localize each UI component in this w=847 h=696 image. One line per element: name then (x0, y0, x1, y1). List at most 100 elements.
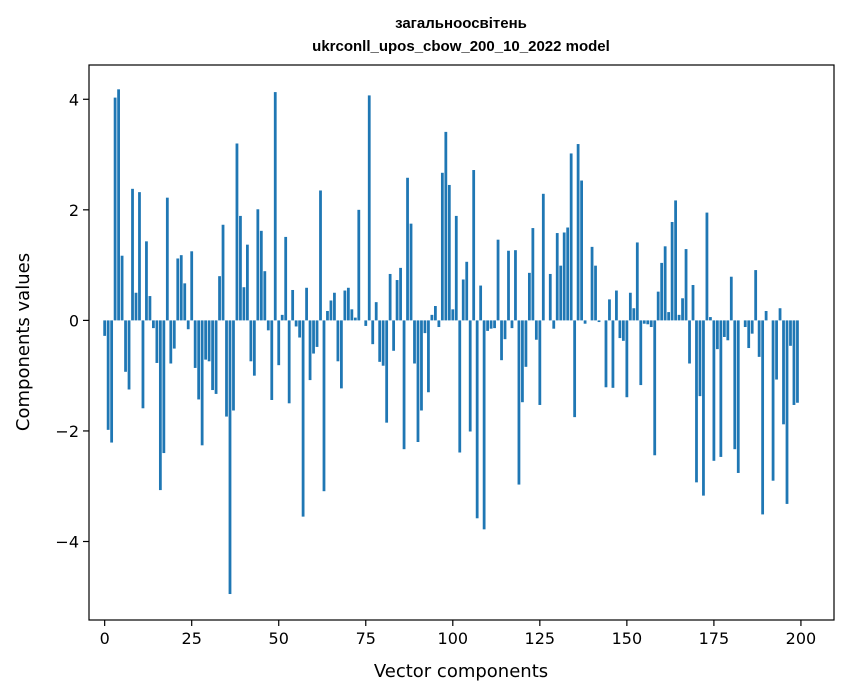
bar-31 (211, 320, 214, 391)
y-tick-label: −4 (55, 533, 79, 552)
y-tick-label: −2 (55, 422, 79, 441)
bar-71 (350, 309, 354, 321)
bar-86 (402, 320, 406, 450)
bar-132 (562, 232, 566, 321)
bar-44 (256, 209, 260, 321)
bar-28 (200, 320, 204, 446)
bar-116 (507, 250, 510, 321)
bar-161 (663, 246, 667, 321)
bar-84 (395, 280, 399, 321)
bar-3 (113, 97, 117, 321)
plot-frame (88, 64, 835, 621)
bar-172 (702, 320, 705, 496)
bar-72 (353, 317, 357, 321)
bar-37 (232, 320, 235, 411)
bar-128 (548, 273, 552, 321)
bar-120 (521, 320, 524, 403)
bar-34 (221, 224, 225, 321)
bar-0 (103, 320, 107, 336)
bar-46 (263, 271, 267, 321)
bar-51 (280, 314, 284, 321)
bar-138 (583, 320, 587, 324)
bar-158 (653, 320, 657, 456)
bar-22 (179, 255, 183, 321)
bar-81 (385, 320, 389, 423)
bar-96 (437, 320, 441, 328)
bar-136 (576, 144, 580, 321)
bar-35 (225, 320, 228, 417)
bar-170 (695, 320, 698, 483)
bar-177 (719, 320, 723, 457)
bar-32 (214, 320, 218, 394)
bar-180 (729, 276, 733, 321)
bar-91 (420, 320, 423, 411)
bar-154 (639, 320, 643, 386)
bar-137 (580, 180, 583, 321)
bar-75 (364, 320, 368, 326)
bar-153 (635, 242, 639, 321)
bar-93 (427, 320, 430, 393)
bars-group (103, 89, 799, 595)
x-tick-label: 0 (100, 629, 110, 648)
bar-47 (266, 320, 270, 331)
bar-26 (193, 320, 197, 368)
bar-88 (409, 223, 413, 321)
chart-title-line1: загальноосвітень (395, 15, 527, 32)
bar-105 (468, 320, 472, 432)
bar-89 (413, 320, 416, 364)
bar-129 (552, 320, 556, 329)
bar-48 (270, 320, 274, 400)
bar-121 (524, 320, 528, 367)
bar-43 (252, 320, 256, 376)
bar-140 (590, 246, 594, 321)
x-tick-label: 175 (699, 629, 730, 648)
bar-61 (315, 320, 319, 347)
x-tick-label: 25 (182, 629, 202, 648)
bar-110 (486, 320, 490, 331)
bar-63 (322, 320, 326, 492)
bar-145 (608, 299, 611, 321)
bar-193 (775, 320, 778, 380)
bar-87 (406, 177, 409, 321)
bar-8 (131, 188, 134, 321)
bar-45 (259, 230, 263, 321)
bar-142 (597, 320, 601, 323)
bar-107 (475, 320, 479, 519)
x-axis-ticks: 0 25 50 75 100 125 150 175 200 (100, 620, 816, 648)
bar-106 (472, 170, 476, 321)
bar-65 (329, 300, 333, 321)
bar-102 (458, 320, 462, 453)
bar-76 (367, 95, 371, 321)
bar-151 (628, 292, 632, 321)
bar-185 (747, 320, 751, 349)
bar-95 (433, 306, 437, 321)
bar-130 (555, 233, 559, 321)
bar-4 (117, 89, 120, 321)
bar-2 (110, 320, 114, 443)
bar-163 (670, 221, 674, 321)
bar-14 (152, 320, 155, 329)
bar-181 (733, 320, 737, 450)
bar-150 (625, 320, 629, 398)
bar-11 (141, 320, 145, 409)
bar-12 (145, 241, 148, 321)
bar-27 (197, 320, 201, 400)
bar-171 (698, 320, 702, 397)
bar-98 (444, 131, 448, 321)
bar-173 (705, 212, 709, 321)
bar-62 (319, 190, 322, 321)
bar-30 (207, 320, 211, 362)
bar-133 (566, 227, 570, 321)
bar-38 (235, 143, 239, 321)
bar-21 (176, 258, 180, 321)
bar-108 (479, 285, 483, 321)
x-tick-label: 100 (438, 629, 469, 648)
bar-157 (649, 320, 653, 328)
bar-178 (722, 320, 726, 337)
bar-50 (277, 320, 281, 366)
x-axis-label: Vector components (374, 661, 548, 682)
bar-187 (754, 270, 758, 321)
bar-29 (204, 320, 208, 360)
chart-title-line2: ukrconll_upos_cbow_200_10_2022 model (312, 38, 610, 55)
bar-53 (287, 320, 291, 404)
